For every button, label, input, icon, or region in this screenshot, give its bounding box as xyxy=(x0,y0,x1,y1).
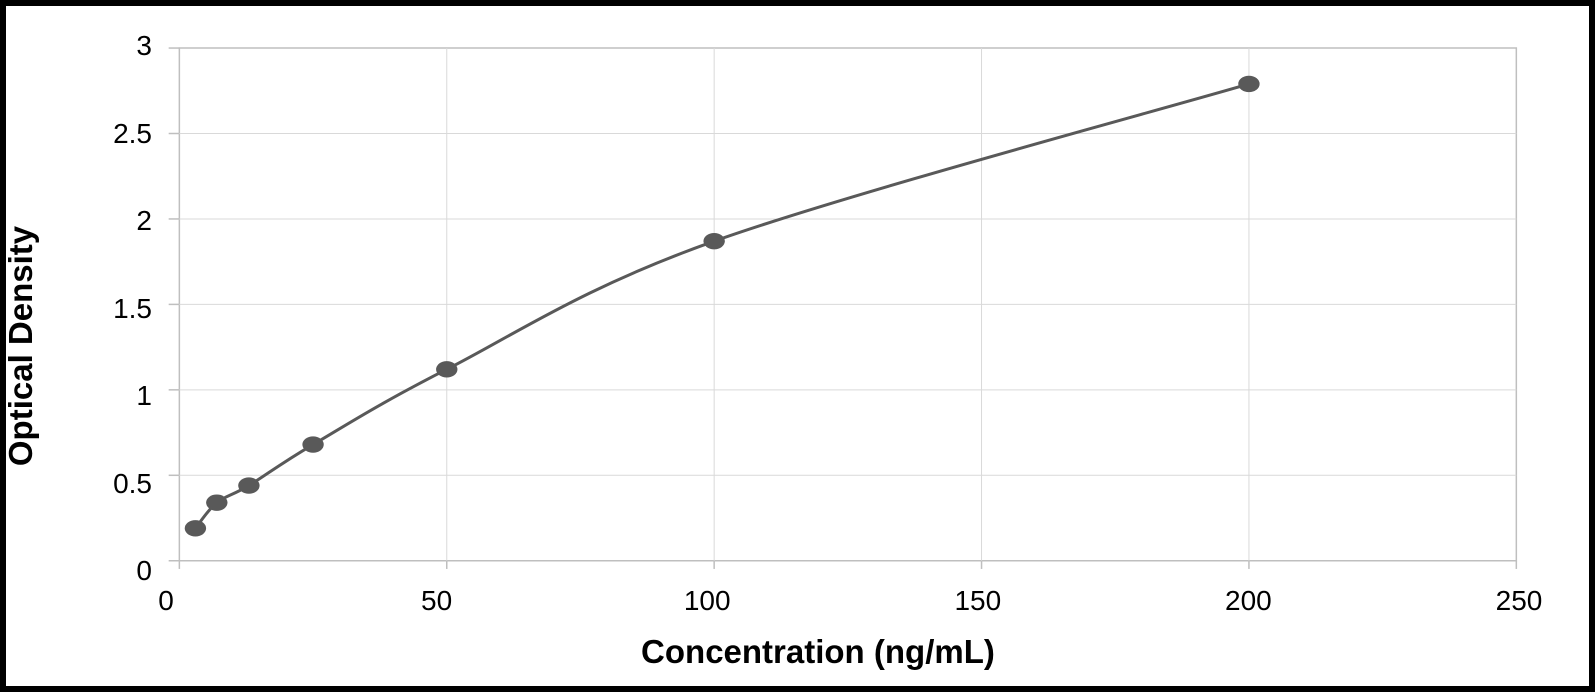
data-marker xyxy=(302,436,323,452)
data-marker xyxy=(1238,76,1259,92)
x-axis-label: Concentration (ng/mL) xyxy=(641,633,995,671)
x-tick-label: 150 xyxy=(954,571,1001,617)
y-tick-label: 1.5 xyxy=(113,293,166,325)
data-marker xyxy=(206,494,227,510)
chart-frame: Optical Density Concentration (ng/mL) 00… xyxy=(0,0,1595,692)
series-line xyxy=(195,84,1249,528)
x-tick-label: 0 xyxy=(158,571,174,617)
x-tick-label: 250 xyxy=(1496,571,1543,617)
y-tick-label: 3 xyxy=(136,30,166,62)
data-marker xyxy=(238,477,259,493)
data-marker xyxy=(703,233,724,249)
x-tick-label: 100 xyxy=(684,571,731,617)
y-tick-label: 1 xyxy=(136,380,166,412)
plot-area: 00.511.522.53050100150200250 xyxy=(166,46,1519,571)
data-marker xyxy=(436,361,457,377)
y-tick-label: 0.5 xyxy=(113,468,166,500)
x-tick-label: 200 xyxy=(1225,571,1272,617)
x-tick-label: 50 xyxy=(421,571,452,617)
y-tick-label: 2 xyxy=(136,205,166,237)
y-axis-label: Optical Density xyxy=(2,226,40,466)
plot-svg xyxy=(166,46,1519,571)
y-tick-label: 2.5 xyxy=(113,118,166,150)
data-marker xyxy=(185,520,206,536)
chart-wrap: Optical Density Concentration (ng/mL) 00… xyxy=(26,26,1549,666)
